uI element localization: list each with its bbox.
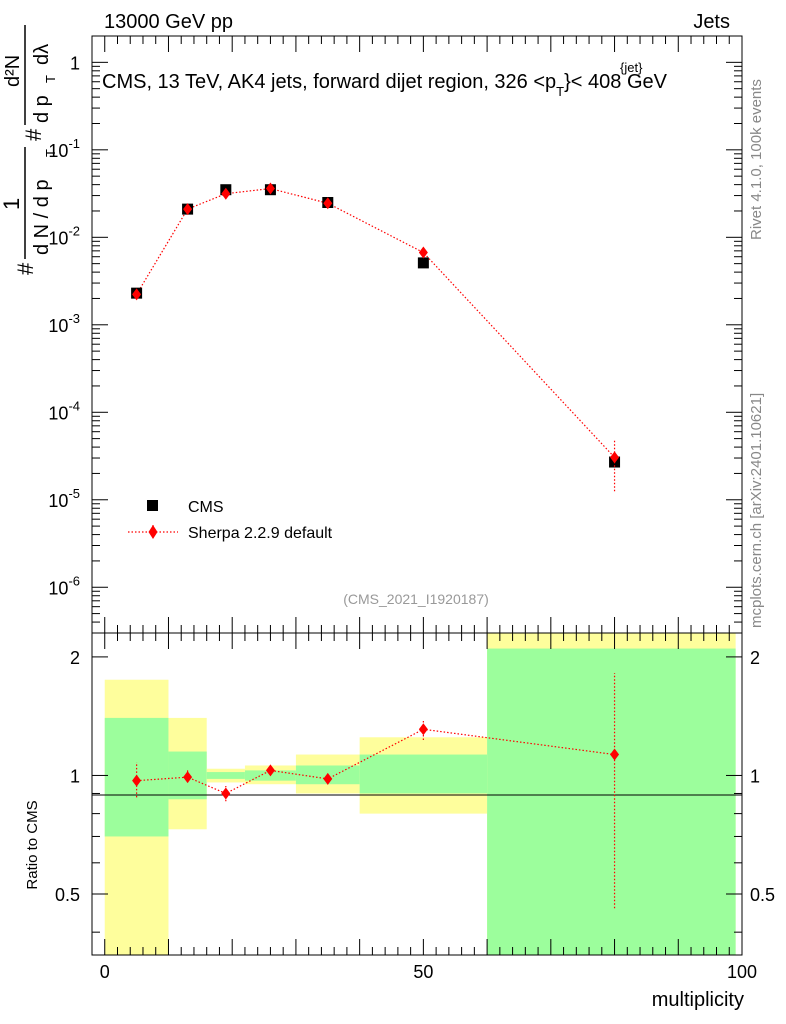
main-y-tick-base: 10 [48, 228, 68, 248]
main-y-tick-exp: -1 [68, 136, 80, 151]
x-tick-label: 50 [413, 962, 433, 982]
main-y-tick-exp: -6 [68, 573, 80, 588]
main-y-tick-label: 10-4 [48, 398, 80, 423]
legend-cms-label: CMS [188, 499, 224, 516]
ratio-y-axis-label: Ratio to CMS [24, 800, 41, 889]
main-y-tick-base: 10 [48, 403, 68, 423]
ratio-band-green [359, 754, 488, 794]
plot-title-main: CMS, 13 TeV, AK4 jets, forward dijet reg… [102, 71, 556, 93]
main-y-tick-base: 10 [48, 491, 68, 511]
ratio-y-tick-label: 1 [70, 766, 80, 786]
sherpa-point [610, 451, 620, 464]
main-y-tick-exp: -3 [68, 311, 80, 326]
plot-title-sup: {jet} [620, 60, 643, 75]
main-y-tick-label: 10-2 [48, 223, 80, 248]
ratio-y-tick-label-right: 2 [750, 648, 760, 668]
legend-cms-marker [147, 500, 158, 511]
sherpa-curve [136, 187, 615, 458]
main-y-tick-labels: 10-610-510-410-310-210-11 [48, 53, 80, 598]
main-ylabel-t1: T [43, 149, 58, 157]
ratio-uncertainty-bands [104, 633, 736, 955]
main-y-tick-label: 10-1 [48, 136, 80, 161]
x-axis-tick-labels: 0 50 100 [100, 962, 757, 982]
x-axis-label: multiplicity [652, 989, 744, 1011]
mcplots-label: mcplots.cern.ch [arXiv:2401.10621] [748, 393, 765, 628]
ratio-y-tick-labels: 0.5 0.5 1 1 2 2 [55, 648, 775, 905]
main-ylabel-one: 1 [0, 198, 24, 210]
main-y-tick-label: 10-3 [48, 311, 80, 336]
main-panel: 10-610-510-410-310-210-11 (CMS_2021_I192… [48, 35, 743, 634]
sherpa-point [323, 197, 333, 210]
header-left: 13000 GeV pp [104, 11, 233, 33]
main-y-axis-label: # 1 d N / d p T # d²N d p T dλ [0, 25, 58, 275]
main-ylabel-dn: d N / d p [31, 179, 53, 255]
ratio-point [323, 772, 333, 785]
sherpa-line [136, 187, 615, 458]
ratio-data-points [132, 673, 620, 909]
cms-point [417, 257, 429, 269]
main-y-tick-exp: -5 [68, 486, 80, 501]
main-y-tick-label: 10-6 [48, 573, 80, 598]
main-axis-ticks [92, 35, 742, 634]
main-y-tick-base: 10 [48, 578, 68, 598]
main-ylabel-dp: d p [31, 95, 53, 123]
rivet-label: Rivet 4.1.0, 100k events [748, 79, 765, 240]
main-ylabel-t2: T [43, 75, 58, 83]
ratio-band-green [206, 772, 245, 779]
legend: CMS Sherpa 2.2.9 default [128, 499, 333, 542]
main-y-tick-exp: -2 [68, 223, 80, 238]
sherpa-point [265, 182, 275, 195]
ratio-point [221, 787, 231, 800]
main-y-tick-base: 1 [70, 53, 80, 73]
plot-title-end: }< 408 GeV [564, 71, 668, 93]
main-frame [91, 35, 743, 634]
main-ylabel-dlambda: dλ [31, 44, 53, 65]
main-ylabel-hash1: # [13, 262, 38, 275]
sherpa-point [418, 246, 428, 259]
ratio-axis-ticks [92, 656, 742, 933]
main-y-tick-base: 10 [48, 316, 68, 336]
ratio-band-green [487, 648, 736, 955]
header-right: Jets [693, 11, 730, 33]
ratio-panel: 0.5 0.5 1 1 2 2 Ratio to CMS [24, 632, 775, 956]
ratio-y-tick-label-right: 1 [750, 766, 760, 786]
ratio-y-tick-label: 2 [70, 648, 80, 668]
sherpa-point [132, 288, 142, 301]
main-ylabel-d2n: d²N [2, 55, 24, 87]
ratio-point [183, 771, 193, 784]
x-tick-label: 0 [100, 962, 110, 982]
plot-title: CMS, 13 TeV, AK4 jets, forward dijet reg… [102, 71, 668, 99]
main-ylabel-hash2: # [21, 128, 46, 141]
x-axis-ticks [104, 36, 743, 955]
sherpa-point [221, 187, 231, 200]
ratio-point [610, 748, 620, 761]
main-data-points [131, 182, 621, 492]
ratio-point [418, 723, 428, 736]
sherpa-point [183, 203, 193, 216]
ratio-y-tick-label: 0.5 [55, 885, 80, 905]
legend-sherpa-label: Sherpa 2.2.9 default [188, 525, 333, 542]
main-y-tick-exp: -4 [68, 398, 80, 413]
legend-sherpa-marker [148, 525, 158, 539]
ratio-point [132, 774, 142, 787]
main-y-tick-label: 10-5 [48, 486, 80, 511]
plot-title-sub: T [556, 84, 564, 99]
watermark: (CMS_2021_I1920187) [343, 591, 489, 607]
ratio-frame [91, 632, 743, 956]
ratio-y-tick-label-right: 0.5 [750, 885, 775, 905]
ratio-point [265, 764, 275, 777]
main-y-tick-base: 10 [48, 141, 68, 161]
x-tick-label: 100 [727, 962, 757, 982]
main-y-tick-label: 1 [70, 53, 80, 73]
